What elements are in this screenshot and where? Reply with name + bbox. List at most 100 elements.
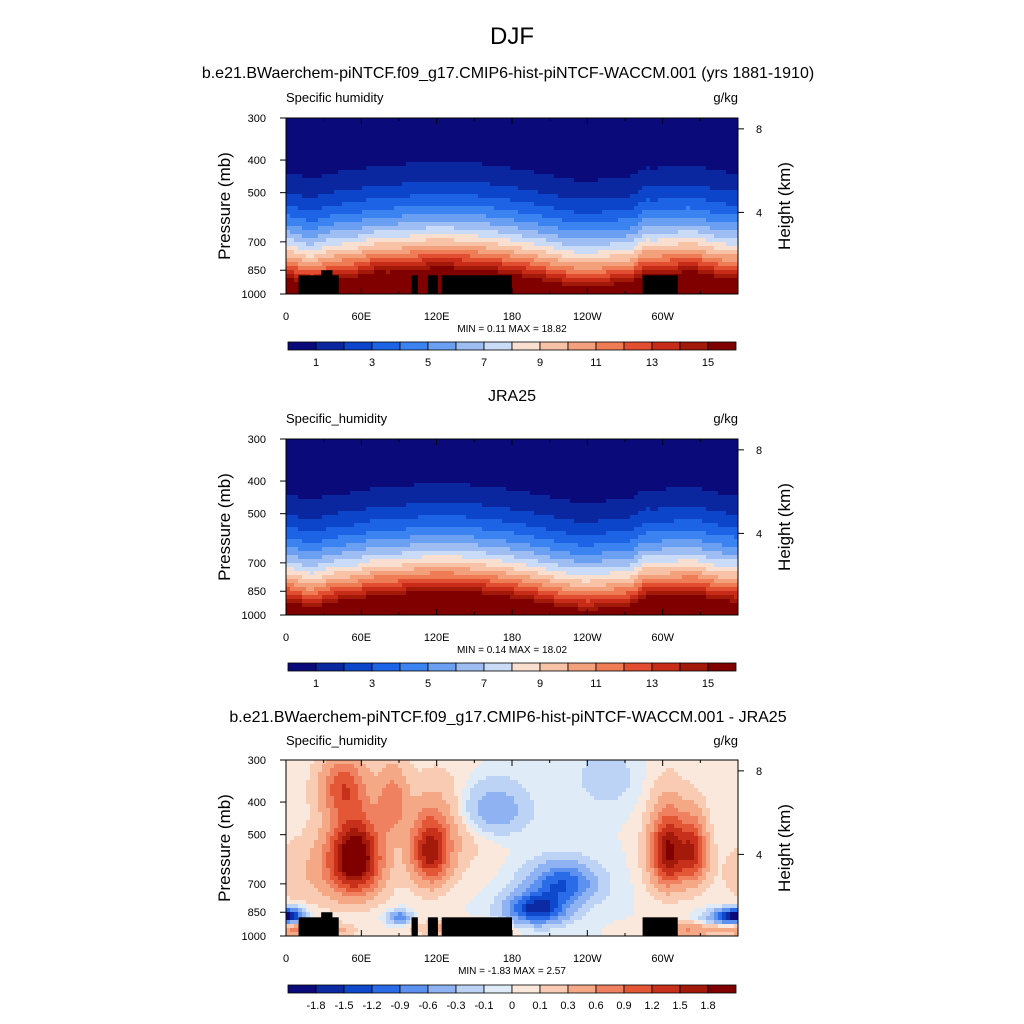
field-cell <box>718 138 723 143</box>
field-cell <box>446 186 451 191</box>
field-cell <box>450 262 455 267</box>
field-cell <box>430 174 435 179</box>
field-cell <box>614 166 619 171</box>
field-cell <box>418 258 423 263</box>
field-cell <box>430 118 435 123</box>
field-cell <box>334 230 339 235</box>
field-cell <box>578 186 583 191</box>
field-cell <box>402 118 407 123</box>
field-cell <box>470 166 475 171</box>
field-cell <box>658 206 663 211</box>
field-cell <box>286 162 291 167</box>
field-cell <box>342 186 347 191</box>
field-cell <box>366 230 371 235</box>
field-cell <box>510 178 515 183</box>
field-cell <box>434 122 439 127</box>
field-cell <box>554 266 559 271</box>
field-cell <box>654 238 659 243</box>
field-cell <box>322 118 327 123</box>
field-cell <box>290 254 295 259</box>
field-cell <box>346 174 351 179</box>
field-cell <box>678 178 683 183</box>
field-cell <box>734 246 739 251</box>
field-cell <box>566 198 571 203</box>
field-cell <box>286 186 291 191</box>
field-cell <box>722 218 727 223</box>
field-cell <box>710 138 715 143</box>
field-cell <box>390 146 395 151</box>
field-cell <box>638 182 643 187</box>
field-cell <box>558 174 563 179</box>
field-cell <box>350 274 355 279</box>
field-cell <box>650 266 655 271</box>
field-cell <box>714 250 719 255</box>
field-cell <box>682 238 687 243</box>
field-cell <box>358 262 363 267</box>
field-cell <box>718 286 723 291</box>
field-cell <box>450 186 455 191</box>
field-cell <box>498 246 503 251</box>
field-cell <box>306 186 311 191</box>
field-cell <box>554 286 559 291</box>
field-cell <box>318 246 323 251</box>
field-cell <box>398 142 403 147</box>
field-cell <box>658 194 663 199</box>
field-cell <box>474 122 479 127</box>
field-cell <box>382 170 387 175</box>
field-cell <box>382 174 387 179</box>
field-cell <box>362 130 367 135</box>
field-cell <box>290 118 295 123</box>
field-cell <box>354 138 359 143</box>
field-cell <box>510 150 515 155</box>
field-cell <box>566 290 571 295</box>
field-cell <box>678 286 683 291</box>
field-cell <box>586 146 591 151</box>
field-cell <box>526 150 531 155</box>
field-cell <box>702 222 707 227</box>
field-cell <box>718 122 723 127</box>
field-cell <box>474 226 479 231</box>
field-cell <box>590 290 595 295</box>
field-cell <box>590 166 595 171</box>
field-cell <box>370 230 375 235</box>
field-cell <box>646 246 651 251</box>
field-cell <box>450 166 455 171</box>
field-cell <box>418 174 423 179</box>
field-cell <box>582 222 587 227</box>
field-cell <box>366 158 371 163</box>
field-cell <box>490 246 495 251</box>
field-cell <box>570 274 575 279</box>
field-cell <box>614 254 619 259</box>
field-cell <box>378 226 383 231</box>
field-cell <box>538 218 543 223</box>
field-cell <box>698 206 703 211</box>
field-cell <box>682 250 687 255</box>
field-cell <box>674 166 679 171</box>
field-cell <box>358 282 363 287</box>
field-cell <box>318 214 323 219</box>
field-cell <box>330 250 335 255</box>
field-cell <box>462 126 467 131</box>
field-cell <box>594 198 599 203</box>
field-cell <box>646 118 651 123</box>
field-cell <box>602 250 607 255</box>
field-cell <box>638 226 643 231</box>
field-cell <box>394 198 399 203</box>
field-cell <box>290 234 295 239</box>
field-cell <box>678 162 683 167</box>
field-cell <box>526 146 531 151</box>
panel-left-label: Specific humidity <box>286 90 384 105</box>
field-cell <box>718 146 723 151</box>
field-cell <box>306 210 311 215</box>
field-cell <box>350 130 355 135</box>
field-cell <box>298 226 303 231</box>
field-cell <box>378 210 383 215</box>
field-cell <box>402 274 407 279</box>
field-cell <box>566 238 571 243</box>
field-cell <box>486 122 491 127</box>
field-cell <box>290 238 295 243</box>
field-cell <box>546 194 551 199</box>
field-cell <box>626 274 631 279</box>
field-cell <box>318 170 323 175</box>
field-cell <box>610 262 615 267</box>
